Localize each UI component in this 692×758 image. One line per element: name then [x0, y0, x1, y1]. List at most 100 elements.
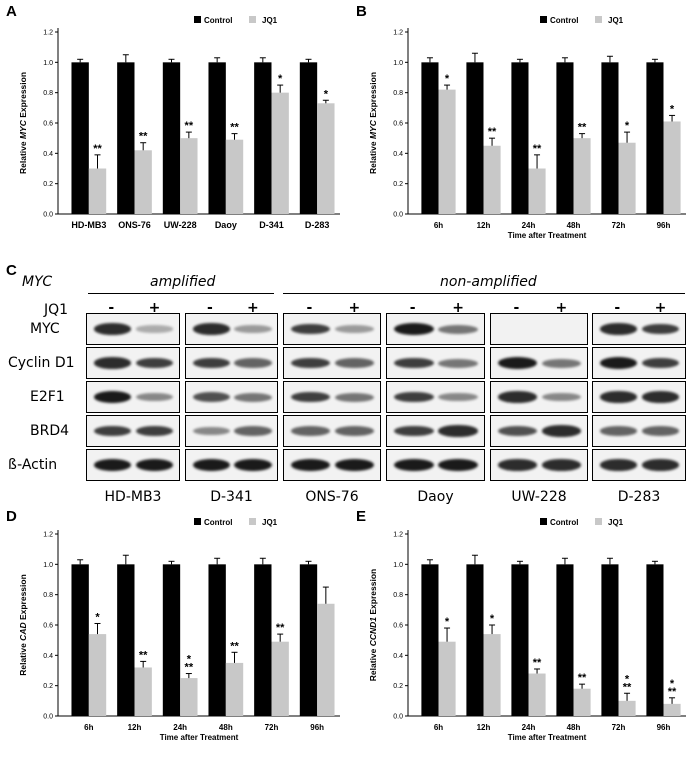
band-jq1: [541, 425, 582, 437]
y-axis-label-gene: CCND1: [368, 617, 378, 647]
band-jq1: [438, 425, 479, 437]
band-jq1: [135, 459, 174, 471]
legend: Control JQ1: [540, 16, 624, 25]
blot-box: [185, 381, 278, 413]
x-tick-label: 6h: [434, 723, 443, 732]
significance-marker: **: [623, 681, 632, 693]
band-jq1: [234, 392, 272, 402]
band-jq1: [234, 358, 272, 368]
y-axis-label-part: Relative: [18, 641, 28, 676]
significance-marker: **: [578, 672, 587, 684]
significance-marker: **: [93, 143, 102, 155]
x-tick-label: 72h: [612, 723, 626, 732]
band-jq1: [334, 325, 375, 333]
bar-jq1: [271, 92, 289, 214]
bar-jq1: [317, 603, 335, 716]
x-tick-label: 24h: [522, 723, 536, 732]
x-axis-label: Time after Treatment: [508, 733, 587, 742]
band-control: [93, 357, 132, 369]
blot-box: [283, 347, 381, 379]
y-axis-label-gene: MYC: [368, 119, 378, 139]
band-control: [599, 357, 638, 369]
legend: Control JQ1: [540, 518, 624, 527]
y-tick-label: 0.4: [393, 151, 403, 158]
x-tick-label: 96h: [657, 723, 671, 732]
bar-jq1: [618, 700, 636, 716]
y-tick-label: 0.4: [43, 653, 53, 660]
band-control: [192, 391, 230, 403]
x-tick-label: 6h: [84, 723, 93, 732]
blot-box: [592, 381, 686, 413]
blot-box: [86, 313, 180, 345]
band-jq1: [438, 324, 479, 334]
chart-a: Control JQ1 0.0 0.2 0.4 0.6 0.8 1.0 1.2 Relative …: [18, 16, 340, 230]
band-control: [599, 459, 638, 471]
legend-control-label: Control: [550, 518, 578, 527]
x-tick-label: 48h: [567, 221, 581, 230]
significance-marker: **: [230, 122, 239, 134]
legend-control-label: Control: [204, 16, 232, 25]
blot-row-label: BRD4: [30, 423, 70, 439]
band-control: [599, 426, 638, 436]
bar-control: [117, 62, 135, 215]
significance-marker: *: [625, 120, 630, 132]
legend-jq1-label: JQ1: [262, 518, 278, 527]
legend-control-swatch: [194, 16, 201, 23]
blot-box: [386, 415, 485, 447]
western-blot-panel: MYC amplified non-amplified JQ1 - + - + - + - +…: [0, 262, 692, 508]
x-tick-label: 72h: [612, 221, 626, 230]
bar-control: [162, 564, 181, 716]
significance-marker: *: [625, 673, 630, 685]
band-jq1: [541, 459, 582, 471]
bar-control: [71, 564, 89, 716]
y-axis-label-part: Relative: [368, 646, 378, 681]
band-jq1: [334, 426, 375, 436]
band-control: [599, 391, 638, 403]
chart-e: Control JQ1 0.0 0.2 0.4 0.6 0.8 1.0 1.2 Relative …: [368, 518, 686, 742]
bar-control: [208, 62, 226, 215]
significance-marker: **: [578, 122, 587, 134]
legend-jq1-label: JQ1: [262, 16, 278, 25]
band-control: [290, 357, 331, 369]
legend-control-label: Control: [204, 518, 232, 527]
x-tick-label: Daoy: [215, 220, 237, 230]
y-tick-label: 0.8: [393, 592, 403, 599]
x-tick-label: 72h: [265, 723, 279, 732]
treatment-plus: +: [452, 300, 464, 316]
bar-jq1: [438, 89, 456, 214]
blot-box: [490, 381, 588, 413]
y-tick-label: 1.0: [393, 60, 403, 67]
significance-marker: **: [139, 131, 148, 143]
y-tick-label: 0.8: [393, 90, 403, 97]
band-jq1: [234, 426, 272, 436]
y-tick-label: 0.0: [43, 714, 53, 721]
amplified-bracket: [88, 293, 274, 294]
bar-jq1: [88, 634, 107, 716]
band-jq1: [641, 459, 680, 471]
band-control: [192, 323, 230, 335]
y-axis-label: Relative CAD Expression: [18, 574, 28, 676]
legend: Control JQ1: [194, 518, 278, 527]
band-control: [393, 425, 434, 437]
y-tick-label: 0.6: [43, 121, 53, 128]
legend-jq1-swatch: [595, 518, 602, 525]
y-tick-label: 0.6: [43, 623, 53, 630]
bar-control: [421, 62, 439, 215]
y-tick-label: 0.0: [393, 212, 403, 219]
bar-jq1: [438, 641, 456, 716]
band-control: [599, 323, 638, 335]
bar-control: [646, 62, 664, 215]
bar-jq1: [618, 142, 636, 214]
bar-control: [556, 62, 574, 215]
bar-jq1: [663, 703, 681, 716]
band-jq1: [641, 323, 680, 335]
blot-box: [283, 313, 381, 345]
legend-jq1-swatch: [249, 518, 256, 525]
band-control: [393, 391, 434, 403]
blot-box: [592, 347, 686, 379]
blot-box: [490, 347, 588, 379]
x-tick-label: 96h: [310, 723, 324, 732]
y-tick-label: 0.0: [393, 714, 403, 721]
y-axis-label-gene: MYC: [18, 119, 28, 139]
blot-box: [86, 449, 180, 481]
